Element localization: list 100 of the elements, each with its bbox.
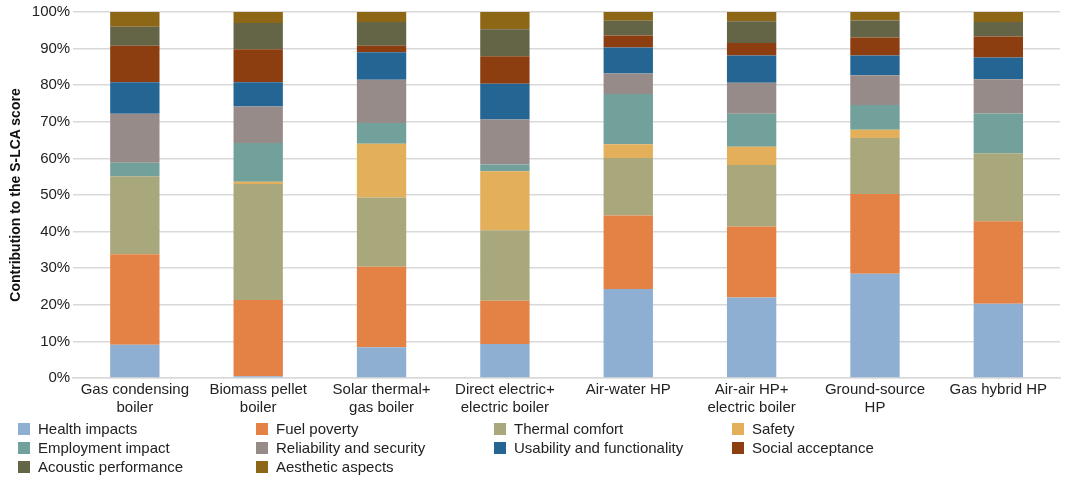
bar [973,79,1023,114]
bar [726,82,777,114]
bar [603,47,653,74]
x-tick-label: Gas condensing boiler [80,380,190,416]
bar [356,45,407,53]
bar [480,83,530,120]
bar [110,45,160,83]
bar [480,29,530,57]
bar [973,113,1023,154]
bar [726,297,777,378]
bar [356,52,407,80]
legend-label: Social acceptance [752,439,874,456]
bar [480,343,530,378]
bar [480,171,530,231]
bar [356,122,407,144]
bar [603,35,653,48]
bar [356,79,407,123]
bar [480,230,530,301]
bar [480,12,530,30]
bar [233,12,283,23]
legend-label: Thermal comfort [514,420,624,437]
bar [726,226,777,298]
bar [233,82,283,107]
bar [973,303,1023,378]
bar [233,184,283,301]
legend-label: Reliability and security [276,439,426,456]
y-tick-label: 0% [48,368,71,386]
bar [603,73,653,94]
bar [973,12,1023,22]
y-tick-label: 20% [40,294,71,312]
bar [726,55,777,83]
bar [973,221,1023,304]
bar [356,12,407,22]
bar [233,49,283,83]
bar [480,164,530,172]
legend-label: Aesthetic aspects [276,458,394,475]
bar [726,43,777,56]
bar [726,113,777,147]
bar [110,26,160,46]
bar [850,104,900,130]
bar [233,300,283,377]
bar [850,137,900,194]
legend-label: Fuel poverty [276,420,359,437]
bar [233,106,283,144]
y-tick-label: 40% [40,221,71,239]
legend-label: Usability and functionality [514,439,684,456]
y-tick-label: 30% [40,258,71,276]
bar [850,55,900,76]
x-tick-label: Direct electric+ electric boiler [455,380,555,416]
bar [233,143,283,182]
legend-label: Safety [752,420,795,437]
bar [603,215,653,290]
x-tick-label: Biomass pellet boiler [209,380,308,416]
bar [850,12,900,21]
x-tick-label: Air-water HP [585,380,671,398]
y-axis-title: Contribution to the S-LCA score [7,88,24,302]
bar [973,153,1023,222]
bar [973,21,1023,37]
bar [480,119,530,165]
bar [603,158,653,216]
y-tick-label: 10% [40,331,71,349]
bar [356,21,407,46]
bar [850,20,900,38]
bar [603,20,653,36]
y-tick-label: 50% [40,185,71,203]
bar [110,113,160,163]
y-tick-label: 70% [40,111,71,129]
bar [110,82,160,114]
x-tick-label: Gas hybrid HP [949,380,1048,398]
bar [850,193,900,274]
bar [850,129,900,138]
y-tick-label: 60% [40,148,71,166]
bar [356,143,407,198]
bar [850,273,900,378]
bar [110,344,160,378]
bar [973,57,1023,80]
bar [233,22,283,50]
y-tick-label: 90% [40,38,71,56]
bar [110,162,160,177]
bar [110,12,160,27]
bar [726,146,777,165]
bar [110,254,160,345]
bar [356,347,407,378]
legend-label: Employment impact [38,439,170,456]
bar [603,93,653,145]
bar [603,12,653,21]
y-tick-label: 80% [40,75,71,93]
bar [850,37,900,56]
y-tick-label: 100% [31,2,71,20]
x-tick-label: Solar thermal+ gas boiler [332,380,431,416]
bar [110,176,160,255]
bar [356,197,407,267]
bar [233,181,283,185]
bar [356,266,407,348]
bar [603,289,653,378]
legend-label: Health impacts [38,420,138,437]
bar [480,56,530,84]
legend-label: Acoustic performance [38,458,184,475]
bar [726,12,777,22]
bar [603,144,653,159]
